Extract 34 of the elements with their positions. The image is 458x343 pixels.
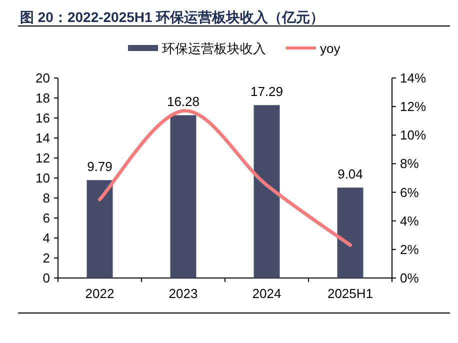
- bar: [337, 188, 364, 278]
- y-tick-label: 8: [42, 190, 50, 206]
- data-label: 17.29: [250, 84, 284, 100]
- y2-tick-label: 2%: [400, 242, 420, 257]
- y2-tick-label: 10%: [400, 128, 426, 143]
- y-tick-label: 16: [36, 110, 50, 126]
- y-tick-label: 20: [36, 70, 50, 86]
- x-tick-label: 2022: [85, 286, 114, 301]
- data-label: 16.28: [166, 94, 200, 110]
- y2-tick-label: 0%: [400, 270, 420, 286]
- y2-tick-label: 14%: [400, 70, 426, 86]
- bar: [254, 105, 280, 278]
- bar: [86, 180, 113, 278]
- y-tick-label: 12: [36, 150, 50, 166]
- y-tick-label: 2: [42, 250, 50, 266]
- y2-tick-label: 4%: [400, 213, 420, 228]
- x-tick-label: 2023: [168, 286, 198, 301]
- y-tick-label: 4: [42, 230, 50, 246]
- data-label: 9.79: [87, 159, 112, 174]
- y-tick-label: 0: [42, 270, 50, 286]
- y2-tick-label: 8%: [400, 156, 420, 172]
- y-tick-label: 10: [36, 170, 50, 186]
- bar: [170, 115, 196, 278]
- y2-tick-label: 6%: [400, 184, 420, 200]
- chart-title: 图 20：2022-2025H1 环保运营板块收入（亿元）: [20, 9, 324, 25]
- x-tick-label: 2025H1: [327, 286, 374, 301]
- y-tick-label: 6: [42, 210, 50, 226]
- y2-tick-label: 12%: [400, 99, 426, 114]
- legend-label: 环保运营板块收入: [162, 41, 266, 56]
- y-tick-label: 14: [36, 130, 50, 146]
- y-tick-label: 18: [36, 90, 50, 106]
- legend-label: yoy: [320, 41, 341, 56]
- x-tick-label: 2024: [252, 286, 282, 301]
- data-label: 9.04: [338, 166, 363, 182]
